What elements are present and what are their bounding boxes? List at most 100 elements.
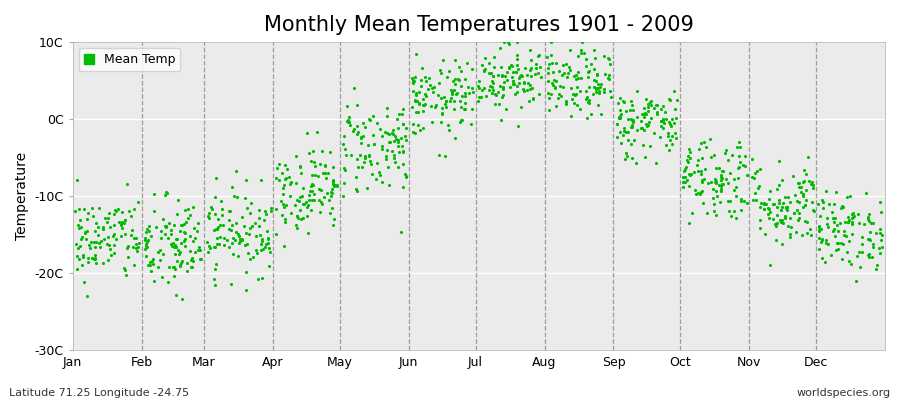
Point [570, 83, 584, 90]
Point [485, 84, 500, 90]
Point [200, 239, 214, 246]
Point [71, 222, 86, 228]
Point [753, 199, 768, 206]
Point [93, 244, 107, 250]
Point [294, 193, 309, 200]
Point [787, 209, 801, 216]
Point [283, 193, 297, 200]
Point [621, 137, 635, 143]
Point [452, 76, 466, 83]
Point [84, 238, 98, 245]
Point [362, 153, 376, 159]
Point [95, 224, 110, 230]
Point [125, 226, 140, 233]
Point [95, 226, 110, 232]
Y-axis label: Temperature: Temperature [15, 152, 29, 240]
Point [816, 199, 831, 205]
Point [769, 236, 783, 243]
Point [80, 216, 94, 222]
Point [625, 154, 639, 161]
Point [229, 168, 243, 174]
Point [706, 186, 720, 192]
Point [619, 150, 634, 156]
Point [732, 164, 746, 170]
Point [501, 40, 516, 47]
Point [695, 177, 709, 183]
Point [629, 160, 643, 167]
Point [636, 111, 651, 117]
Point [517, 80, 531, 86]
Point [323, 210, 338, 216]
Point [487, 64, 501, 70]
Point [296, 201, 310, 208]
Point [806, 208, 821, 214]
Point [774, 219, 788, 226]
Point [757, 206, 771, 212]
Point [763, 188, 778, 194]
Point [436, 57, 450, 63]
Point [602, 60, 616, 67]
Point [448, 135, 463, 142]
Point [641, 104, 655, 111]
Point [448, 75, 463, 82]
Point [634, 124, 649, 131]
Point [113, 232, 128, 239]
Point [353, 152, 367, 158]
Point [761, 196, 776, 202]
Point [732, 153, 746, 159]
Point [117, 265, 131, 272]
Point [449, 90, 464, 96]
Point [251, 207, 266, 213]
Point [399, 173, 413, 180]
Point [139, 241, 153, 247]
Point [374, 125, 388, 132]
Point [804, 231, 818, 238]
Point [684, 210, 698, 216]
Point [272, 160, 286, 167]
Point [159, 224, 174, 230]
Point [610, 121, 625, 127]
Point [109, 236, 123, 243]
Point [292, 206, 307, 213]
Point [419, 93, 434, 99]
Point [637, 110, 652, 116]
Point [390, 116, 404, 123]
Point [714, 172, 728, 178]
Point [714, 188, 728, 195]
Point [568, 92, 582, 98]
Point [382, 131, 396, 138]
Point [473, 94, 488, 100]
Point [232, 236, 247, 242]
Point [417, 102, 431, 108]
Point [724, 170, 738, 176]
Point [207, 276, 221, 282]
Point [574, 50, 589, 56]
Point [654, 106, 669, 113]
Point [591, 81, 606, 87]
Point [235, 214, 249, 220]
Point [238, 242, 253, 248]
Point [173, 262, 187, 268]
Point [828, 215, 842, 221]
Point [454, 117, 468, 123]
Point [263, 249, 277, 255]
Point [293, 163, 308, 169]
Point [665, 141, 680, 147]
Point [158, 230, 172, 237]
Point [567, 100, 581, 106]
Point [444, 87, 458, 94]
Point [820, 221, 834, 227]
Point [708, 179, 723, 186]
Point [70, 253, 85, 259]
Point [399, 125, 413, 131]
Point [254, 247, 268, 254]
Point [789, 198, 804, 204]
Point [678, 174, 692, 180]
Point [238, 176, 253, 183]
Point [682, 183, 697, 190]
Point [483, 83, 498, 89]
Point [544, 39, 559, 45]
Point [873, 199, 887, 206]
Point [325, 186, 339, 192]
Point [103, 224, 117, 230]
